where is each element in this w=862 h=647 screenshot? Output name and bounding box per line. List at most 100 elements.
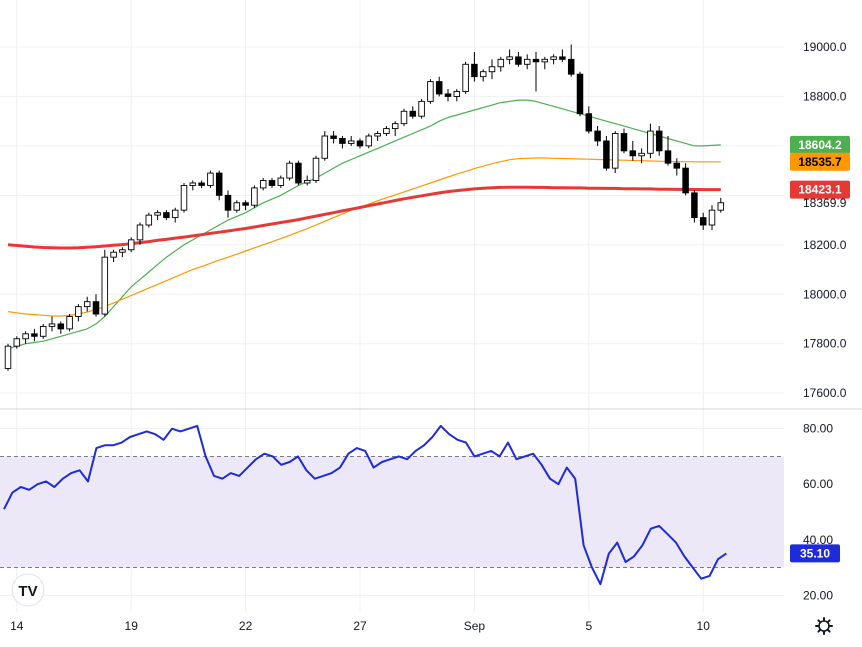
price-badge-label: 18423.1 (798, 183, 842, 197)
rsi-axis[interactable]: 80.00 60.00 40.00 20.00 (803, 422, 833, 603)
candle-body (295, 162, 302, 184)
candle (488, 59, 496, 80)
candle-body (541, 58, 549, 63)
candle (339, 136, 346, 149)
time-tick-label: 14 (10, 619, 24, 633)
candle-body (488, 66, 496, 73)
candle-body (479, 71, 487, 78)
candle (101, 249, 109, 317)
candle-body (127, 239, 135, 251)
candle (708, 205, 716, 230)
candle (717, 197, 725, 213)
candle-body (638, 152, 645, 157)
rsi-tick-label: 80.00 (803, 422, 833, 436)
candle (145, 212, 153, 228)
price-badge-bg (790, 152, 850, 171)
candle-body (567, 58, 575, 75)
candle (312, 155, 320, 183)
price-tick-label: 18800.0 (803, 89, 847, 103)
candle (251, 185, 258, 208)
candle (541, 56, 549, 70)
candle-body (717, 202, 725, 211)
rsi-band-fill (0, 456, 784, 568)
candle (127, 237, 135, 253)
candle (471, 51, 478, 82)
candle (453, 89, 461, 102)
candle-body (215, 172, 223, 196)
candle-body (110, 251, 117, 258)
time-axis[interactable]: 14 19 22 27 Sep 5 10 (10, 619, 710, 633)
candle (374, 131, 381, 141)
candle (347, 136, 355, 146)
candle-body (409, 110, 417, 117)
candle-body (286, 162, 293, 179)
candle-body (321, 135, 329, 159)
candle (383, 126, 390, 136)
rsi-badge: 35.10 (790, 544, 840, 563)
candle-body (400, 110, 408, 125)
candle-body (277, 177, 285, 186)
candle (427, 79, 434, 104)
candle (321, 131, 329, 161)
tradingview-logo-icon[interactable]: TV (11, 573, 45, 607)
candle (356, 138, 364, 149)
candle-body (242, 202, 249, 206)
candle (682, 163, 689, 196)
candle (233, 200, 241, 213)
price-axis[interactable]: 19000.018800.018600.018400.018200.018000… (803, 40, 847, 400)
candle-body (374, 133, 381, 137)
candle-body (594, 130, 601, 142)
price-badge: 18423.1 (790, 180, 850, 199)
candle-body (224, 194, 232, 211)
candle (189, 180, 197, 191)
candle (295, 160, 302, 186)
candle (154, 210, 161, 221)
candle (647, 123, 654, 159)
price-badge: 18535.7 (790, 152, 850, 171)
candle (629, 140, 637, 161)
candle (277, 175, 285, 188)
candle-body (585, 113, 593, 132)
candle (119, 247, 126, 258)
candle (57, 321, 65, 334)
logo-text: TV (18, 583, 37, 600)
candle (268, 178, 276, 188)
candle (66, 314, 73, 332)
candle (559, 49, 566, 62)
candle-body (383, 128, 390, 134)
price-badge-bg (790, 135, 850, 154)
candle (39, 323, 47, 339)
price-badge-label: 18535.7 (798, 155, 842, 169)
candle (136, 222, 144, 245)
candle (163, 210, 170, 221)
candle (259, 178, 267, 191)
candle-body (682, 167, 689, 194)
candle (523, 54, 531, 70)
candle-body (312, 157, 320, 181)
candle (699, 212, 707, 230)
candle (330, 131, 337, 144)
gear-icon[interactable] (815, 617, 833, 635)
candle (462, 61, 469, 94)
candle (567, 44, 575, 77)
time-tick-label: Sep (464, 619, 486, 633)
candle-body (198, 182, 205, 186)
candle-body (303, 180, 311, 184)
candle-body (471, 63, 478, 78)
candle (444, 89, 452, 102)
candle (673, 158, 681, 176)
candle (242, 200, 249, 211)
candle (286, 160, 293, 181)
candle-body (673, 162, 681, 169)
candle (611, 131, 619, 174)
candle (391, 121, 399, 136)
price-tick-label: 18000.0 (803, 287, 847, 301)
candle (550, 54, 557, 65)
rsi-tick-label: 40.00 (803, 533, 833, 547)
price-badge: 18604.2 (790, 135, 850, 154)
candle-body (339, 138, 346, 144)
price-tick-label: 18200.0 (803, 238, 847, 252)
candle-body (532, 58, 540, 63)
